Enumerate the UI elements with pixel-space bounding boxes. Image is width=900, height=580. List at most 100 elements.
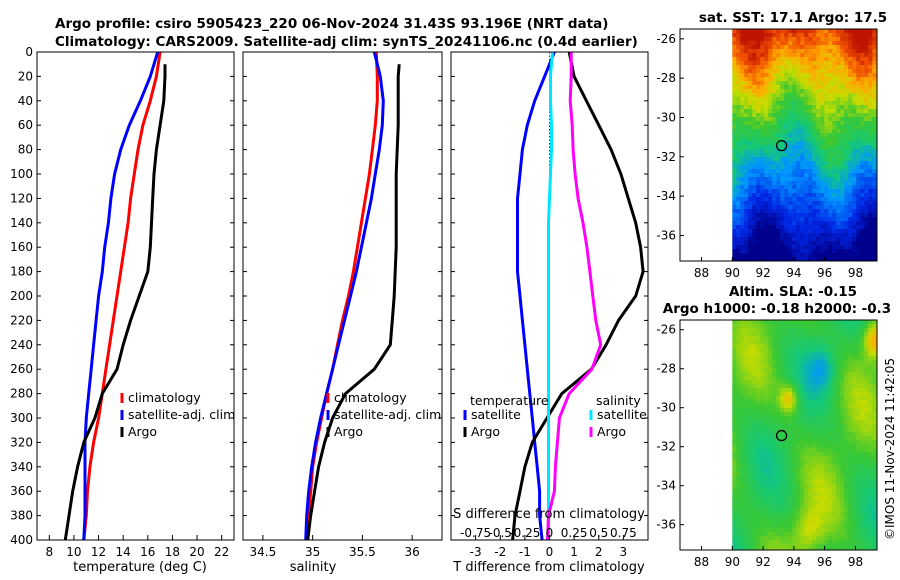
sst-map-cell (848, 73, 853, 78)
sst-map-cell (752, 245, 757, 250)
sst-map-cell (844, 93, 849, 98)
sst-map-cell (780, 113, 785, 118)
sst-map-cell (756, 101, 761, 106)
sst-map-cell (756, 241, 761, 246)
sst-map-cell (768, 161, 773, 166)
sst-map-cell (848, 57, 853, 62)
sla-map-cell (776, 528, 781, 533)
sst-map-cell (820, 177, 825, 182)
sst-map-cell (832, 85, 837, 90)
sst-map-cell (824, 73, 829, 78)
sst-map-cell (832, 49, 837, 54)
sla-map-cell (868, 468, 873, 473)
sla-map-cell (864, 452, 869, 457)
sst-map-cell (756, 173, 761, 178)
sst-map-cell (768, 85, 773, 90)
sla-map-cell (840, 392, 845, 397)
sst-map-cell (736, 165, 741, 170)
sla-map-cell (824, 428, 829, 433)
sla-map-cell (804, 324, 809, 329)
sla-map-cell (828, 348, 833, 353)
sla-map-cell (764, 376, 769, 381)
sla-map-cell (820, 548, 825, 551)
sla-map-cell (784, 348, 789, 353)
sst-map-cell (780, 217, 785, 222)
sla-map-cell (824, 368, 829, 373)
sst-map-cell (844, 69, 849, 74)
sst-map-cell (744, 153, 749, 158)
sla-map-cell (864, 392, 869, 397)
sla-map-cell (756, 528, 761, 533)
sla-map-cell (752, 436, 757, 441)
sst-map-cell (776, 37, 781, 42)
sst-map-cell (832, 209, 837, 214)
sst-map-cell (860, 189, 865, 194)
sla-map-cell (828, 452, 833, 457)
sla-map-cell (864, 396, 869, 401)
sla-map-cell (764, 548, 769, 551)
sst-map-cell (732, 49, 737, 54)
sst-map-cell (748, 93, 753, 98)
sla-map-cell (840, 416, 845, 421)
sla-map-cell (816, 348, 821, 353)
sla-map-cell (804, 344, 809, 349)
sst-map-cell (776, 209, 781, 214)
sla-map-cell (840, 456, 845, 461)
sst-map-cell (816, 213, 821, 218)
sla-map-cell (776, 360, 781, 365)
sla-map-cell (768, 492, 773, 497)
sla-map-cell (824, 364, 829, 369)
sst-map-cell (808, 193, 813, 198)
sla-map-cell (812, 392, 817, 397)
sla-map-cell (740, 484, 745, 489)
sla-map-cell (860, 392, 865, 397)
sst-map-cell (820, 181, 825, 186)
sst-map-cell (848, 145, 853, 150)
sla-map-cell (752, 544, 757, 549)
sst-map-cell (740, 141, 745, 146)
sla-map-cell (840, 448, 845, 453)
sla-map-cell (732, 540, 737, 545)
sst-map-cell (852, 245, 857, 250)
sst-map-cell (792, 189, 797, 194)
sla-map-cell (748, 492, 753, 497)
sst-map-cell (796, 37, 801, 42)
sst-map-cell (872, 245, 877, 250)
sla-map-cell (848, 468, 853, 473)
sst-map-cell (792, 233, 797, 238)
sst-map-cell (856, 69, 861, 74)
sla-map-cell (840, 520, 845, 525)
sst-map-cell (752, 185, 757, 190)
sst-map-cell (800, 133, 805, 138)
sst-map-cell (848, 181, 853, 186)
sla-map-cell (776, 436, 781, 441)
sst-map-cell (756, 37, 761, 42)
sla-map-cell (760, 320, 765, 325)
sla-map-cell (740, 508, 745, 513)
sst-map-cell (776, 165, 781, 170)
sst-map-cell (732, 153, 737, 158)
sst-map-cell (852, 133, 857, 138)
sla-map-cell (800, 380, 805, 385)
sla-map-cell (784, 448, 789, 453)
sla-map-cell (812, 456, 817, 461)
sst-map-cell (776, 137, 781, 142)
sst-map-cell (768, 105, 773, 110)
sla-map-cell (872, 416, 877, 421)
temp-plot-frame (36, 51, 235, 541)
sst-map-cell (824, 237, 829, 242)
sla-map-cell (764, 512, 769, 517)
sla-map-cell (868, 516, 873, 521)
sla-map-cell (868, 368, 873, 373)
sla-map-cell (776, 348, 781, 353)
sst-map-cell (756, 193, 761, 198)
sst-map-cell (788, 81, 793, 86)
sla-map-cell (744, 376, 749, 381)
sst-map-cell (756, 225, 761, 230)
sst-map-cell (816, 241, 821, 246)
sst-map-cell (776, 61, 781, 66)
sla-map-cell (824, 464, 829, 469)
sst-map-cell (832, 117, 837, 122)
sla-map-cell (764, 352, 769, 357)
sst-map-cell (836, 45, 841, 50)
